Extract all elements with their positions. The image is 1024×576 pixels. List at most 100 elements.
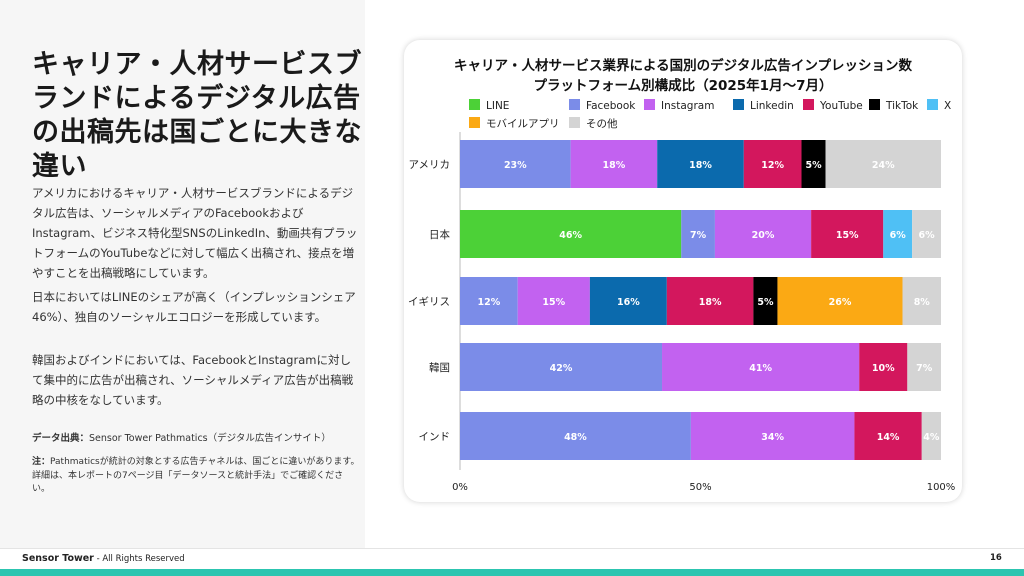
data-label: 5% xyxy=(757,297,774,308)
legend-item: Facebook xyxy=(569,99,635,112)
y-tick-label: 韓国 xyxy=(429,362,450,374)
data-label: 23% xyxy=(504,160,527,171)
y-tick-label: アメリカ xyxy=(409,159,450,171)
legend-label: TikTok xyxy=(886,100,919,112)
data-label: 15% xyxy=(542,297,565,308)
data-label: 42% xyxy=(550,363,573,374)
legend-item: YouTube xyxy=(803,99,863,112)
data-label: 7% xyxy=(916,363,933,374)
x-tick-label: 50% xyxy=(689,482,711,493)
legend-swatch xyxy=(869,99,880,110)
page-heading: キャリア・人材サービスブランドによるデジタル広告の出稿先は国ごとに大きな違い xyxy=(32,49,362,182)
legend-swatch xyxy=(469,99,480,110)
bar-segment xyxy=(662,343,860,391)
legend-label: その他 xyxy=(586,118,618,130)
bar-segment xyxy=(681,210,715,258)
data-label: 18% xyxy=(699,297,722,308)
legend-item: TikTok xyxy=(869,99,918,112)
legend-item: Linkedin xyxy=(733,99,794,112)
bar-segment xyxy=(460,412,691,460)
data-label: 12% xyxy=(761,160,784,171)
data-label: 15% xyxy=(836,230,859,241)
data-label: 6% xyxy=(918,230,935,241)
bar-segment xyxy=(460,277,518,325)
data-source: データ出典：Sensor Tower Pathmatics（デジタル広告インサイ… xyxy=(32,430,362,444)
chart-title: キャリア・人材サービス業界による国別のデジタル広告インプレッション数 プラットフ… xyxy=(404,56,962,96)
data-label: 46% xyxy=(559,230,582,241)
data-label: 24% xyxy=(872,160,895,171)
legend-swatch xyxy=(733,99,744,110)
legend-swatch xyxy=(469,117,480,128)
legend-item: その他 xyxy=(569,116,618,131)
bar-segment xyxy=(460,210,682,258)
legend-swatch xyxy=(569,99,580,110)
bar-segment xyxy=(907,343,941,391)
bar-segment xyxy=(666,277,754,325)
footnote: 注：Pathmaticsが統計の対象とする広告チャネルは、国ごとに違いがあります… xyxy=(32,456,360,497)
legend-swatch xyxy=(927,99,938,110)
data-label: 5% xyxy=(805,160,822,171)
bar-segment xyxy=(460,343,663,391)
data-label: 14% xyxy=(877,432,900,443)
y-tick-label: イギリス xyxy=(408,296,450,308)
data-label: 12% xyxy=(477,297,500,308)
legend-swatch xyxy=(644,99,655,110)
bar-segment xyxy=(854,412,922,460)
bar-segment xyxy=(714,210,812,258)
bar-segment xyxy=(825,140,941,188)
bar-segment xyxy=(690,412,855,460)
bar-segment xyxy=(570,140,658,188)
bar-segment xyxy=(517,277,590,325)
x-tick-label: 100% xyxy=(927,482,956,493)
bar-segment xyxy=(777,277,903,325)
chart-card: キャリア・人材サービス業界による国別のデジタル広告インプレッション数 プラットフ… xyxy=(404,40,962,502)
legend-label: Facebook xyxy=(586,100,636,112)
left-panel xyxy=(0,0,365,548)
y-tick-label: 日本 xyxy=(429,228,450,241)
data-label: 41% xyxy=(749,363,772,374)
stacked-bar-chart: アメリカ 23% 18% 18% 12% 5% 24% 日本 46% 7% 20% 15% 6% 6% イギ… xyxy=(408,132,956,493)
data-label: 18% xyxy=(689,160,712,171)
paragraph-korea-india: 韓国およびインドにおいては、FacebookとInstagramに対して集中的に… xyxy=(32,353,354,407)
x-tick-label: 0% xyxy=(452,482,468,493)
footer-accent-bar xyxy=(0,569,1024,576)
bar-segment xyxy=(743,140,802,188)
note-label: 注： xyxy=(32,457,51,467)
data-label: 10% xyxy=(872,363,895,374)
bar-segment xyxy=(753,277,778,325)
data-label: 4% xyxy=(923,432,940,443)
chart-title-line1: キャリア・人材サービス業界による国別のデジタル広告インプレッション数 xyxy=(454,58,912,74)
bar-segment xyxy=(801,140,826,188)
legend-label: Instagram xyxy=(661,100,715,112)
data-label: 48% xyxy=(564,432,587,443)
bar-segment xyxy=(902,277,941,325)
footer-brand: Sensor Tower - All Rights Reserved xyxy=(22,553,185,564)
sensor-tower-logo: Sensor Tower xyxy=(22,553,94,564)
bar-segment xyxy=(811,210,884,258)
data-label: 7% xyxy=(690,230,707,241)
data-label: 16% xyxy=(617,297,640,308)
rights-text: - All Rights Reserved xyxy=(93,554,185,564)
legend-item: モバイルアプリ xyxy=(469,116,560,131)
legend-label: X xyxy=(944,100,952,112)
legend-label: Linkedin xyxy=(750,100,794,112)
chart-title-line2: プラットフォーム別構成比（2025年1月〜7月） xyxy=(533,78,833,94)
page-number: 16 xyxy=(990,553,1002,563)
data-label: 18% xyxy=(603,160,626,171)
legend-item: LINE xyxy=(469,99,509,112)
bar-segment xyxy=(859,343,908,391)
legend-label: YouTube xyxy=(820,100,863,112)
footer-divider xyxy=(0,548,1024,549)
legend-item: X xyxy=(927,99,951,112)
bar-segment xyxy=(460,140,571,188)
data-label: 8% xyxy=(914,297,931,308)
bar-segment xyxy=(589,277,667,325)
bar-segment xyxy=(657,140,744,188)
data-label: 20% xyxy=(752,230,775,241)
legend-label: モバイルアプリ xyxy=(486,118,560,130)
data-label: 34% xyxy=(761,432,784,443)
bar-segment xyxy=(912,210,941,258)
source-label: データ出典： xyxy=(32,433,90,444)
source-text: Sensor Tower Pathmatics（デジタル広告インサイト） xyxy=(89,433,331,444)
legend-label: LINE xyxy=(486,100,510,112)
